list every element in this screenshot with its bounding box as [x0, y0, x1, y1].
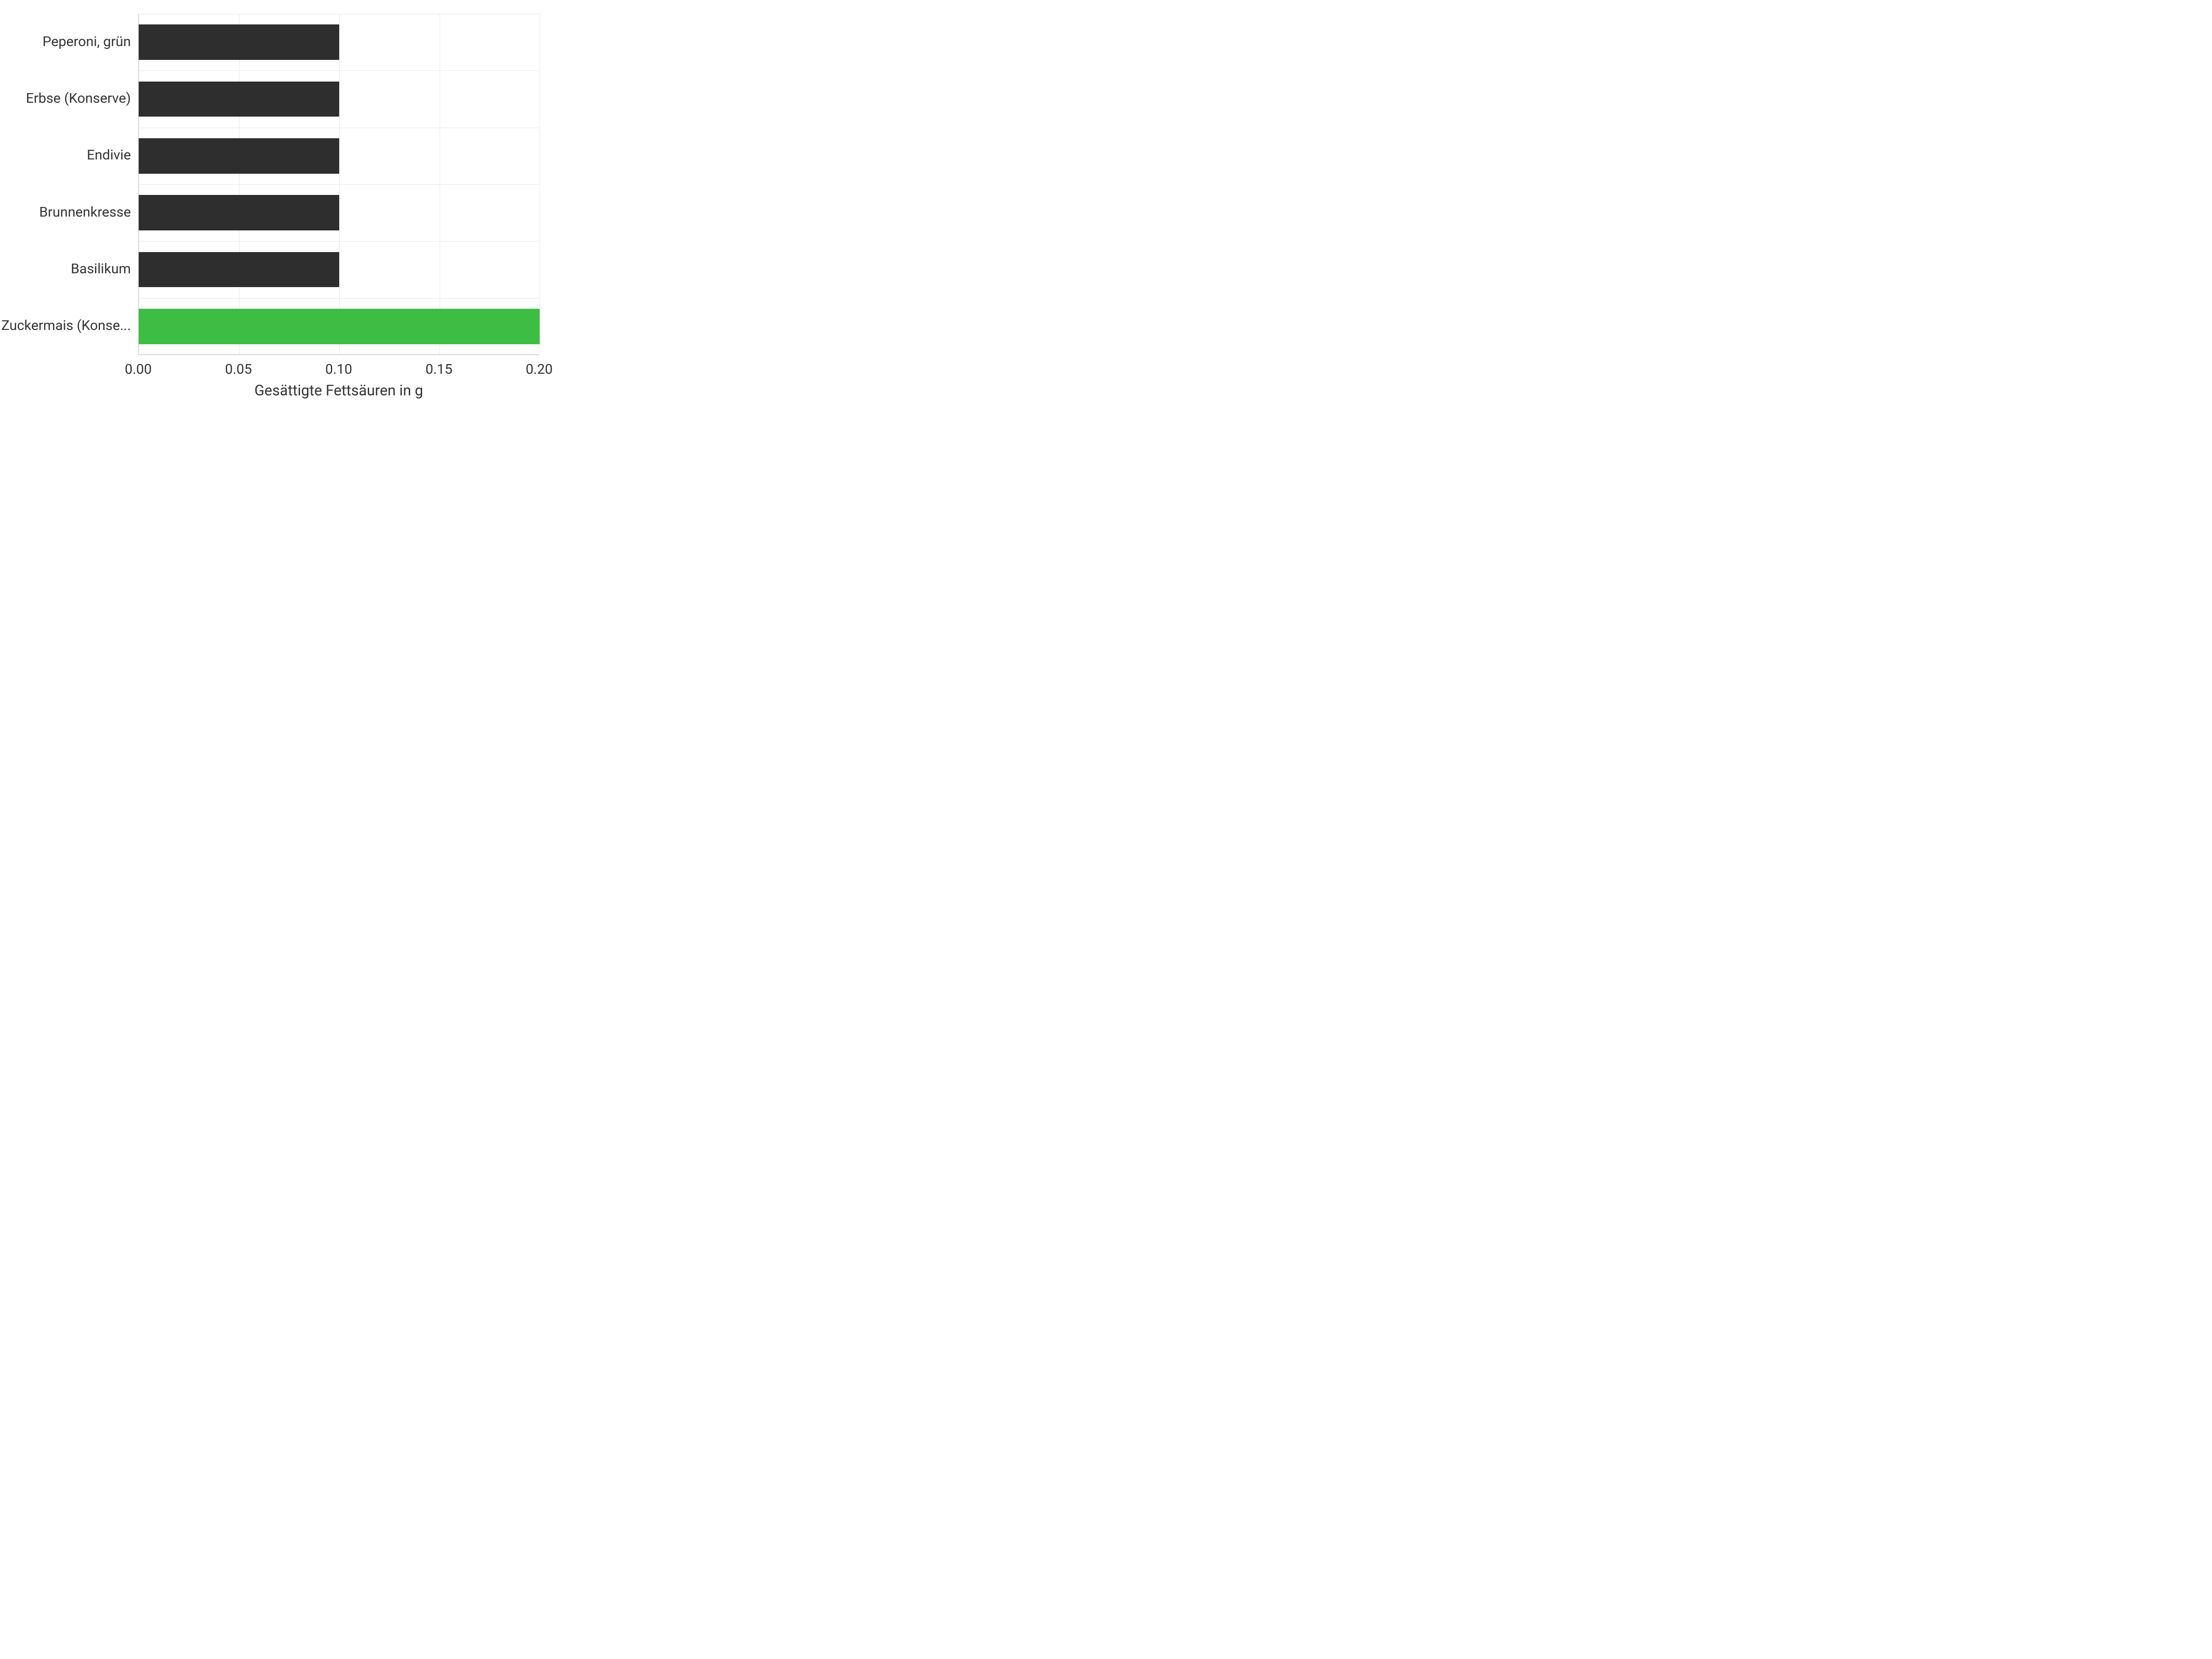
bar [139, 24, 339, 59]
bar [139, 138, 339, 173]
y-axis-category-label: Zuckermais (Konse... [1, 318, 131, 334]
x-axis-tick-label: 0.05 [225, 361, 252, 377]
x-axis-tick-label: 0.00 [125, 361, 152, 377]
y-axis-category-label: Basilikum [71, 261, 131, 277]
chart-container: Peperoni, grün Erbse (Konserve) Endivie Bru… [0, 0, 553, 415]
bar [139, 252, 339, 287]
x-axis-tick-label: 0.10 [325, 361, 353, 377]
gridline-horizontal [139, 184, 539, 185]
y-axis-category-label: Brunnenkresse [39, 204, 131, 220]
bar [139, 82, 339, 117]
bar [139, 309, 540, 344]
plot-area [138, 14, 539, 355]
y-axis-category-label: Erbse (Konserve) [26, 90, 131, 106]
gridline-horizontal [139, 298, 539, 299]
y-axis-category-label: Peperoni, grün [42, 34, 131, 50]
x-axis-tick-label: 0.15 [425, 361, 453, 377]
y-axis-category-label: Endivie [87, 147, 131, 163]
bar [139, 195, 339, 230]
x-axis-label: Gesättigte Fettsäuren in g [138, 382, 539, 399]
x-axis-tick-label: 0.20 [526, 361, 553, 377]
